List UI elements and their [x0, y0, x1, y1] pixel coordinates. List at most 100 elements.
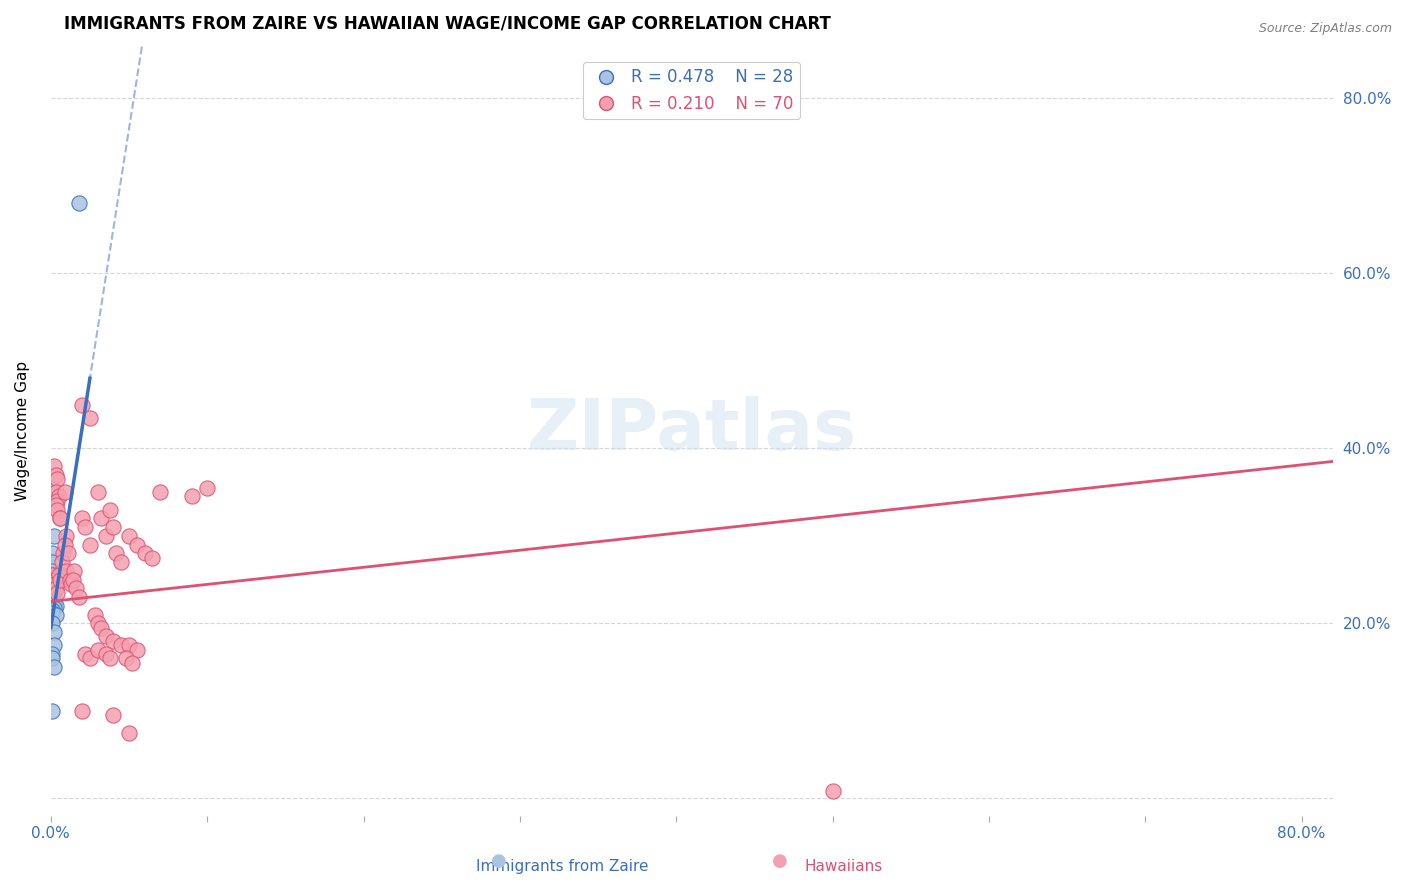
Point: [42, 577, 65, 591]
Point: [41, 546, 63, 560]
Point: [180, 490, 202, 504]
Point: [87, 485, 110, 500]
Point: [42, 600, 65, 615]
Point: [79, 538, 101, 552]
Point: [58, 573, 80, 587]
Text: Source: ZipAtlas.com: Source: ZipAtlas.com: [1258, 22, 1392, 36]
Point: [55, 564, 77, 578]
Point: [42, 585, 65, 599]
Point: [79, 651, 101, 665]
Point: [49, 511, 72, 525]
Point: [41, 582, 63, 596]
Point: [41, 555, 63, 569]
Point: [98, 502, 121, 516]
Point: [75, 647, 97, 661]
Point: [103, 633, 125, 648]
Point: [51, 564, 73, 578]
Point: [44, 485, 66, 500]
Point: [46, 493, 69, 508]
Text: Hawaiians: Hawaiians: [804, 859, 883, 874]
Point: [51, 555, 73, 569]
Point: [70, 398, 93, 412]
Point: [67, 196, 90, 211]
Point: [103, 520, 125, 534]
Point: [110, 638, 132, 652]
Point: [48, 568, 70, 582]
Point: [41, 568, 63, 582]
Point: [49, 511, 72, 525]
Point: [41, 582, 63, 596]
Point: [42, 577, 65, 591]
Point: [90, 621, 112, 635]
Point: [41, 647, 63, 661]
Point: [118, 725, 141, 739]
Point: [821, 784, 844, 798]
Point: [63, 564, 86, 578]
Point: [46, 472, 69, 486]
Point: [125, 642, 148, 657]
Point: [125, 538, 148, 552]
Point: [42, 597, 65, 611]
Text: IMMIGRANTS FROM ZAIRE VS HAWAIIAN WAGE/INCOME GAP CORRELATION CHART: IMMIGRANTS FROM ZAIRE VS HAWAIIAN WAGE/I…: [63, 15, 831, 33]
Point: [41, 573, 63, 587]
Point: [87, 642, 110, 657]
Point: [46, 502, 69, 516]
Point: [115, 651, 138, 665]
Point: [42, 638, 65, 652]
Point: [44, 498, 66, 512]
Point: [55, 529, 77, 543]
Point: [41, 603, 63, 617]
Point: [44, 582, 66, 596]
Point: [41, 704, 63, 718]
Point: [41, 481, 63, 495]
Point: [65, 582, 87, 596]
Point: [41, 564, 63, 578]
Point: [52, 546, 75, 560]
Point: [94, 647, 117, 661]
Point: [42, 458, 65, 473]
Point: [48, 490, 70, 504]
Point: [67, 590, 90, 604]
Point: [70, 704, 93, 718]
Point: [118, 529, 141, 543]
Point: [149, 485, 172, 500]
Point: [42, 660, 65, 674]
Point: [46, 585, 69, 599]
Point: [42, 625, 65, 640]
Point: [41, 568, 63, 582]
Point: [90, 511, 112, 525]
Point: [44, 607, 66, 622]
Point: [105, 546, 128, 560]
Point: [134, 546, 156, 560]
Point: [44, 599, 66, 613]
Point: [41, 591, 63, 606]
Point: [118, 638, 141, 652]
Point: [49, 573, 72, 587]
Point: [56, 546, 79, 560]
Point: [42, 573, 65, 587]
Point: [79, 410, 101, 425]
Point: [53, 538, 76, 552]
Point: [42, 594, 65, 608]
Point: [83, 607, 105, 622]
Text: Immigrants from Zaire: Immigrants from Zaire: [477, 859, 648, 874]
Point: [75, 520, 97, 534]
Text: ●: ●: [772, 852, 789, 870]
Y-axis label: Wage/Income Gap: Wage/Income Gap: [15, 360, 30, 500]
Point: [94, 529, 117, 543]
Point: [41, 606, 63, 620]
Point: [87, 616, 110, 631]
Point: [42, 529, 65, 543]
Point: [41, 651, 63, 665]
Text: ZIPatlas: ZIPatlas: [527, 396, 856, 466]
Point: [195, 481, 218, 495]
Point: [44, 573, 66, 587]
Point: [110, 555, 132, 569]
Point: [62, 573, 84, 587]
Point: [121, 656, 143, 670]
Point: [60, 577, 83, 591]
Point: [53, 485, 76, 500]
Point: [103, 708, 125, 723]
Point: [41, 616, 63, 631]
Point: [41, 590, 63, 604]
